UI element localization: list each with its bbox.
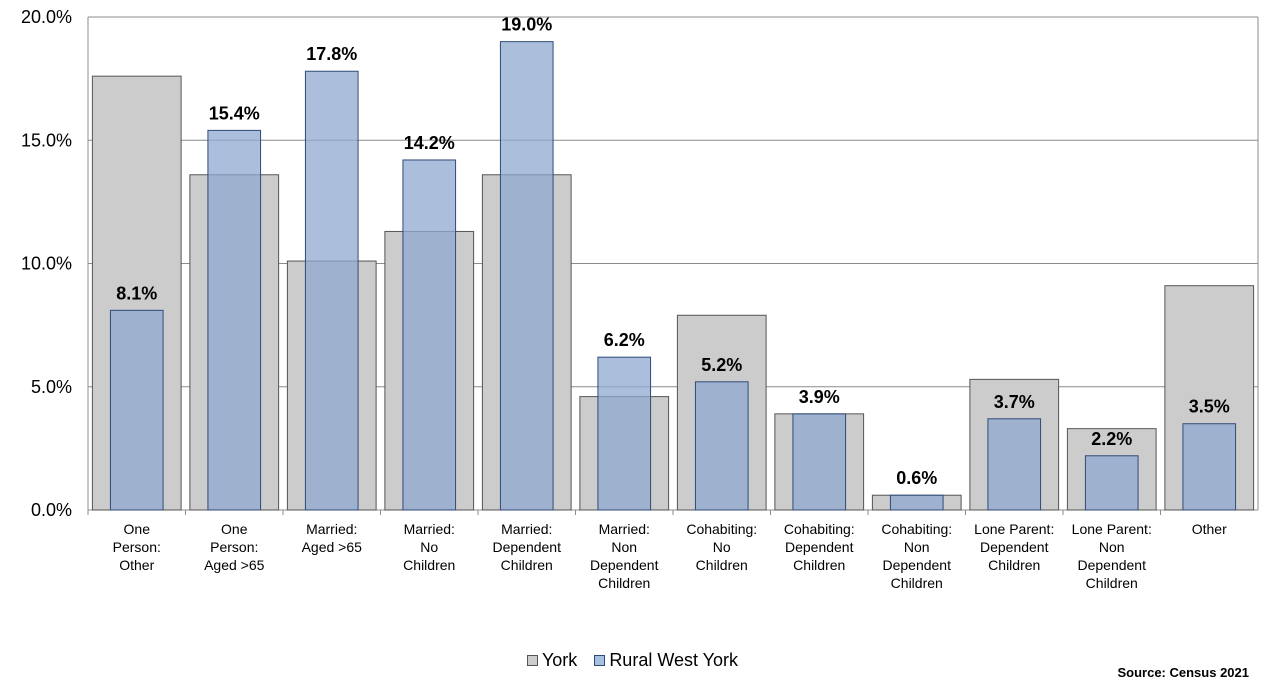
legend-label-york: York xyxy=(541,650,578,670)
data-label: 19.0% xyxy=(501,15,552,35)
bar-rural-west-york xyxy=(207,129,262,511)
y-tick-label: 15.0% xyxy=(21,130,72,150)
x-tick-label: Person: xyxy=(113,539,161,555)
x-tick-label: Dependent xyxy=(785,539,854,555)
bar-rural-west-york xyxy=(792,413,847,511)
y-tick-label: 0.0% xyxy=(31,500,72,520)
legend: York Rural West York xyxy=(0,650,1265,671)
data-label: 15.4% xyxy=(209,103,260,123)
x-tick-label: Married: xyxy=(306,521,357,537)
x-tick-label: Dependent xyxy=(980,539,1049,555)
x-tick-label: Children xyxy=(696,557,748,573)
legend-swatch-york xyxy=(526,655,538,666)
x-tick-label: Cohabiting: xyxy=(881,521,952,537)
x-tick-label: Lone Parent: xyxy=(1072,521,1152,537)
bar-rural-west-york xyxy=(889,494,944,511)
x-tick-label: Children xyxy=(403,557,455,573)
x-tick-label: Children xyxy=(501,557,553,573)
data-label: 6.2% xyxy=(604,330,645,350)
data-label: 3.9% xyxy=(799,387,840,407)
x-tick-label: Children xyxy=(793,557,845,573)
legend-item-york: York xyxy=(526,650,578,671)
legend-swatch-rural-west-york xyxy=(594,655,606,666)
bar-rural-west-york xyxy=(402,159,457,511)
source-note: Source: Census 2021 xyxy=(1117,665,1249,680)
data-label: 3.5% xyxy=(1189,397,1230,417)
x-tick-label: Children xyxy=(1086,575,1138,591)
x-tick-label: One xyxy=(124,521,151,537)
x-tick-label: One xyxy=(221,521,248,537)
bar-rural-west-york xyxy=(109,309,164,511)
bar-rural-west-york xyxy=(694,381,749,511)
data-label: 2.2% xyxy=(1091,429,1132,449)
bar-rural-west-york xyxy=(987,418,1042,511)
bar-rural-west-york xyxy=(304,70,359,511)
x-tick-label: Person: xyxy=(210,539,258,555)
y-tick-label: 5.0% xyxy=(31,377,72,397)
x-tick-label: Non xyxy=(904,539,930,555)
data-label: 5.2% xyxy=(701,355,742,375)
x-tick-label: Other xyxy=(119,557,154,573)
y-tick-label: 10.0% xyxy=(21,254,72,274)
x-tick-label: No xyxy=(420,539,438,555)
x-tick-label: Children xyxy=(598,575,650,591)
x-tick-label: Other xyxy=(1192,521,1227,537)
x-tick-label: Children xyxy=(988,557,1040,573)
data-label: 8.1% xyxy=(116,283,157,303)
x-tick-label: Married: xyxy=(501,521,552,537)
x-tick-label: Children xyxy=(891,575,943,591)
bar-rural-west-york xyxy=(597,356,652,511)
data-label: 14.2% xyxy=(404,133,455,153)
x-tick-label: Dependent xyxy=(1077,557,1146,573)
x-tick-label: Dependent xyxy=(590,557,659,573)
x-tick-label: Married: xyxy=(404,521,455,537)
x-tick-label: Non xyxy=(1099,539,1125,555)
bar-rural-west-york xyxy=(1182,423,1237,511)
x-tick-label: Cohabiting: xyxy=(686,521,757,537)
data-label: 0.6% xyxy=(896,468,937,488)
x-tick-label: Lone Parent: xyxy=(974,521,1054,537)
legend-item-rural-west-york: Rural West York xyxy=(594,650,738,671)
bar-rural-west-york xyxy=(499,41,554,511)
y-tick-label: 20.0% xyxy=(21,7,72,27)
x-tick-label: Cohabiting: xyxy=(784,521,855,537)
x-tick-label: Aged >65 xyxy=(302,539,363,555)
x-tick-label: Dependent xyxy=(492,539,561,555)
legend-label-rural-west-york: Rural West York xyxy=(609,650,739,670)
x-tick-label: Married: xyxy=(599,521,650,537)
x-tick-label: Aged >65 xyxy=(204,557,265,573)
x-tick-label: Non xyxy=(611,539,637,555)
x-tick-label: Dependent xyxy=(882,557,951,573)
x-tick-label: No xyxy=(713,539,731,555)
bar-rural-west-york xyxy=(1084,455,1139,511)
data-label: 17.8% xyxy=(306,44,357,64)
data-label: 3.7% xyxy=(994,392,1035,412)
